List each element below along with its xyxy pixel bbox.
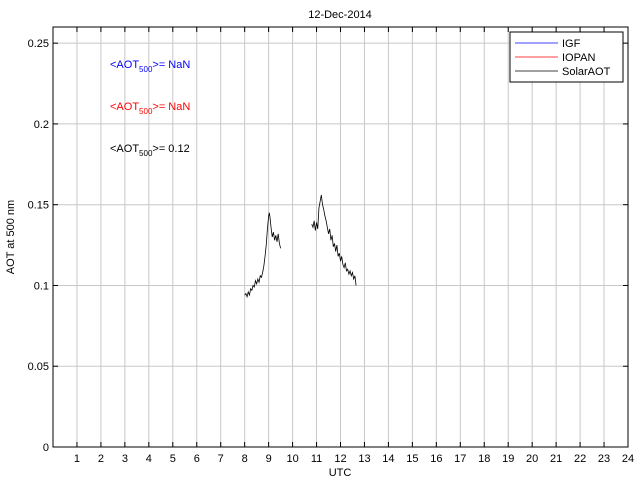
mean-annotations: <AOT500>= NaN<AOT500>= NaN<AOT500>= 0.12: [110, 59, 190, 158]
y-tick-label: 0.1: [34, 280, 49, 292]
x-tick-label: 5: [170, 453, 176, 465]
y-axis-label: AOT at 500 nm: [5, 200, 17, 274]
x-tick-label: 18: [478, 453, 490, 465]
annotation-subscript: 500: [139, 107, 153, 116]
x-tick-label: 4: [146, 453, 152, 465]
legend-label: IOPAN: [562, 52, 595, 64]
mean-aot-annotation: <AOT500>= NaN: [110, 101, 190, 116]
legend-label: SolarAOT: [562, 66, 611, 78]
chart-title: 12-Dec-2014: [308, 9, 372, 21]
x-tick-label: 20: [526, 453, 538, 465]
annotation-prefix: <AOT: [110, 101, 139, 113]
x-tick-label: 1: [74, 453, 80, 465]
annotation-subscript: 500: [139, 149, 153, 158]
x-tick-label: 2: [98, 453, 104, 465]
y-tick-label: 0.2: [34, 119, 49, 131]
annotation-subscript: 500: [139, 65, 153, 74]
x-tick-label: 11: [311, 453, 322, 465]
y-tick-label: 0.15: [28, 200, 49, 212]
x-tick-label: 3: [122, 453, 128, 465]
annotation-value: >= NaN: [152, 59, 190, 71]
annotation-value: >= NaN: [152, 101, 190, 113]
x-tick-label: 24: [622, 453, 634, 465]
x-tick-label: 7: [218, 453, 224, 465]
grid-lines: [53, 27, 629, 448]
mean-aot-annotation: <AOT500>= 0.12: [110, 143, 190, 158]
x-tick-label: 21: [550, 453, 562, 465]
legend: IGF IOPAN SolarAOT: [509, 31, 624, 83]
series-solaraot-line: [244, 194, 357, 299]
mean-aot-annotation: <AOT500>= NaN: [110, 59, 190, 74]
x-tick-label: 9: [266, 453, 272, 465]
x-tick-label: 13: [358, 453, 370, 465]
annotation-value: >= 0.12: [152, 143, 189, 155]
series-lines: [244, 194, 357, 299]
annotation-prefix: <AOT: [110, 59, 139, 71]
x-tick-label: 10: [286, 453, 298, 465]
x-tick-label: 12: [334, 453, 346, 465]
annotation-prefix: <AOT: [110, 143, 139, 155]
axis-ticks: 1 2 3 4 5 6 7 8 9 10 11 12 13 14 15 16 17 18 19 20 21 22 23 240…: [28, 27, 634, 465]
x-tick-label: 22: [574, 453, 586, 465]
x-tick-label: 15: [406, 453, 418, 465]
x-tick-label: 17: [454, 453, 466, 465]
y-tick-label: 0: [43, 442, 49, 454]
x-axis-label: UTC: [329, 467, 352, 479]
x-tick-label: 6: [194, 453, 200, 465]
x-tick-label: 14: [382, 453, 394, 465]
x-tick-label: 19: [502, 453, 514, 465]
x-tick-label: 23: [598, 453, 610, 465]
y-tick-label: 0.25: [28, 38, 49, 50]
y-tick-label: 0.05: [28, 361, 49, 373]
x-tick-label: 8: [242, 453, 248, 465]
legend-label: IGF: [562, 38, 581, 50]
x-tick-label: 16: [430, 453, 442, 465]
